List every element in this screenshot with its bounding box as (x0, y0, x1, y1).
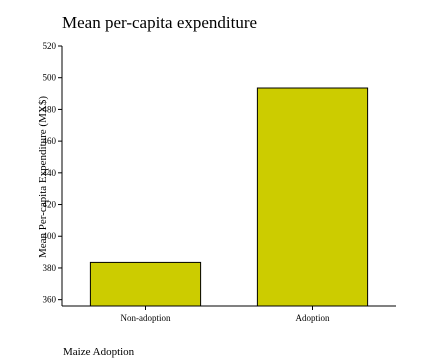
bar-adoption (256, 87, 369, 307)
y-tick-label: 380 (43, 263, 57, 273)
y-tick-label: 400 (43, 231, 57, 241)
y-tick-label: 500 (43, 73, 57, 83)
x-tick-label: Non-adoption (121, 313, 171, 323)
y-tick-label: 520 (43, 41, 57, 51)
y-tick-label: 480 (43, 104, 57, 114)
y-tick-label: 420 (43, 200, 57, 210)
footnote: Maize Adoption (63, 346, 135, 358)
bar-non-adoption (89, 261, 202, 307)
y-axis-label: Mean Per-capita Expenditure (MX$) (37, 96, 49, 258)
y-tick-label: 460 (43, 136, 57, 146)
x-tick-label: Adoption (295, 313, 330, 323)
y-tick-label: 360 (43, 295, 57, 305)
y-tick-label: 440 (43, 168, 57, 178)
chart-title: Mean per-capita expenditure (62, 13, 257, 32)
